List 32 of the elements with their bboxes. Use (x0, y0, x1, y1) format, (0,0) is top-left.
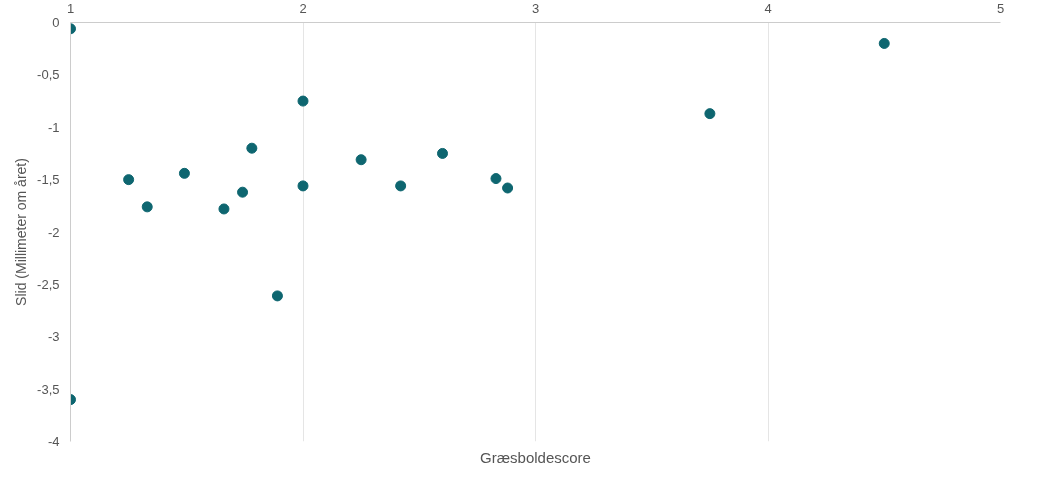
y-tick-label: -2 (47, 224, 60, 240)
y-tick-label: -3,5 (37, 381, 60, 397)
x-tick-label: 4 (764, 0, 772, 16)
point (878, 37, 890, 49)
x-tick-label: 3 (531, 0, 540, 16)
point (704, 108, 716, 120)
point (218, 203, 230, 215)
y-tick-label: -1 (47, 119, 60, 135)
point (355, 154, 367, 166)
point (246, 142, 258, 154)
point (178, 167, 190, 179)
point (297, 95, 309, 107)
point (237, 186, 249, 198)
y-tick-label: -3 (47, 329, 60, 345)
point (123, 174, 135, 186)
x-tick-label: 5 (996, 0, 1005, 16)
x-tick-label: 1 (66, 0, 75, 16)
y-tick-label: -0,5 (37, 67, 60, 83)
point (395, 180, 407, 192)
y-tick-label: -4 (47, 434, 60, 449)
point (502, 182, 514, 194)
y-axis-title: Slid (Millimeter om året) (13, 158, 30, 306)
point (141, 201, 153, 213)
point (271, 290, 283, 302)
y-tick-label: -1,5 (37, 172, 60, 188)
y-tick-label: -2,5 (37, 276, 60, 292)
point (437, 147, 448, 159)
point (490, 173, 502, 185)
x-tick-label: 2 (299, 0, 307, 16)
point (297, 180, 309, 192)
y-tick-label: 0 (52, 15, 60, 30)
x-axis-title: Græsboldescore (480, 448, 591, 466)
